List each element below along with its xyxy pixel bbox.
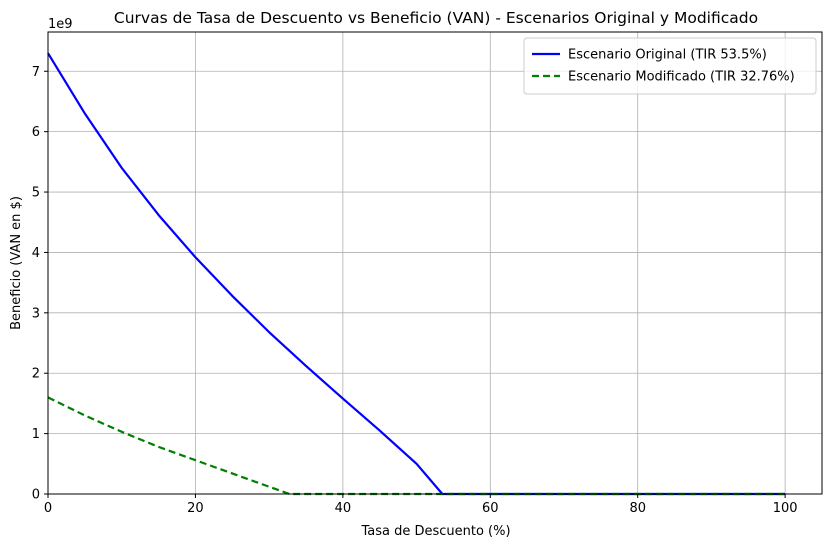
- x-tick-label: 0: [44, 501, 52, 516]
- y-axis-offset-label: 1e9: [48, 17, 73, 32]
- x-tick-label: 60: [482, 501, 499, 516]
- x-tick-label: 100: [773, 501, 798, 516]
- y-tick-label: 3: [32, 306, 40, 321]
- y-axis-ticks: 0 1 2 3 4 5 6 7: [32, 65, 48, 503]
- x-tick-label: 80: [629, 501, 646, 516]
- legend-box: [523, 37, 817, 95]
- x-axis-ticks: 0 20 40 60 80 100: [44, 494, 798, 516]
- y-tick-label: 2: [32, 367, 40, 382]
- legend-label-2: Escenario Modificado (TIR 32.76%): [568, 70, 795, 85]
- chart-title: Curvas de Tasa de Descuento vs Beneficio…: [114, 9, 758, 27]
- y-tick-label: 6: [32, 125, 40, 140]
- x-tick-label: 40: [335, 501, 352, 516]
- plot-area: [47, 31, 823, 496]
- legend: Escenario Original (TIR 53.5%) Escenario …: [523, 37, 817, 95]
- plot-background: [48, 32, 822, 494]
- y-tick-label: 0: [32, 488, 40, 503]
- legend-entries: Escenario Original (TIR 53.5%) Escenario …: [532, 48, 795, 85]
- y-tick-label: 4: [32, 246, 40, 261]
- y-tick-label: 1: [32, 427, 40, 442]
- y-tick-label: 5: [32, 186, 40, 201]
- legend-label-1: Escenario Original (TIR 53.5%): [568, 48, 767, 63]
- y-tick-label: 7: [32, 65, 40, 80]
- plot-frame: [47, 31, 823, 495]
- y-axis-label: Beneficio (VAN en $): [9, 196, 24, 330]
- x-tick-label: 20: [187, 501, 204, 516]
- x-axis-label: Tasa de Descuento (%): [360, 524, 510, 539]
- grid-lines: [47, 32, 822, 495]
